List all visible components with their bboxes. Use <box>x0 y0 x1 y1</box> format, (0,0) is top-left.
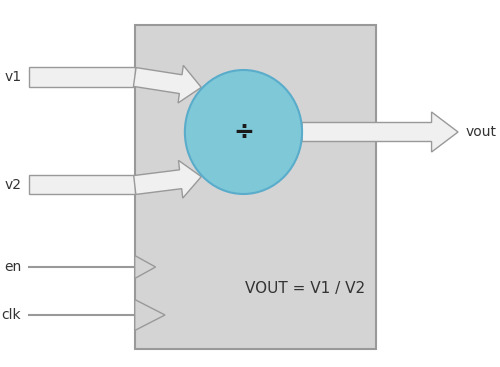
Polygon shape <box>29 175 135 195</box>
Bar <box>135 25 376 349</box>
Circle shape <box>185 70 302 194</box>
Polygon shape <box>134 160 202 198</box>
Polygon shape <box>135 299 165 331</box>
Polygon shape <box>135 255 156 279</box>
Polygon shape <box>134 65 202 103</box>
Text: v2: v2 <box>4 178 21 192</box>
Polygon shape <box>302 112 458 152</box>
Text: en: en <box>4 260 21 274</box>
Polygon shape <box>29 68 135 87</box>
Text: VOUT = V1 / V2: VOUT = V1 / V2 <box>245 281 365 297</box>
Text: ÷: ÷ <box>233 120 254 144</box>
Text: vout: vout <box>466 125 496 139</box>
Text: v1: v1 <box>4 70 21 84</box>
Text: clk: clk <box>2 308 21 322</box>
